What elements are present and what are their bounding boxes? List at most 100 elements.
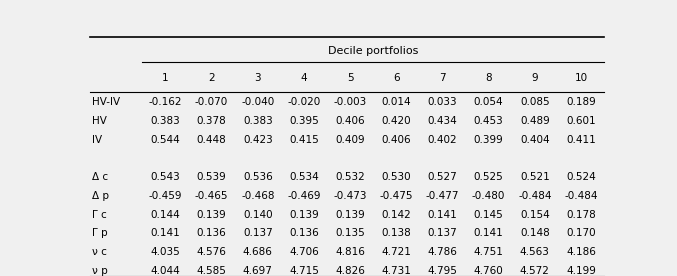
Text: 0.525: 0.525 xyxy=(474,172,504,182)
Text: -0.473: -0.473 xyxy=(333,191,367,201)
Text: 0.139: 0.139 xyxy=(335,209,365,219)
Text: 0.395: 0.395 xyxy=(289,116,319,126)
Text: ν c: ν c xyxy=(93,247,108,257)
Text: 4.035: 4.035 xyxy=(150,247,180,257)
Text: 0.136: 0.136 xyxy=(197,228,227,238)
Text: Decile portfolios: Decile portfolios xyxy=(328,46,418,56)
Text: 0.145: 0.145 xyxy=(474,209,504,219)
Text: 8: 8 xyxy=(485,73,492,84)
Text: 0.402: 0.402 xyxy=(428,135,457,145)
Text: 4.706: 4.706 xyxy=(289,247,319,257)
Text: ν p: ν p xyxy=(93,266,108,276)
Text: 0.170: 0.170 xyxy=(566,228,596,238)
Text: 4.686: 4.686 xyxy=(243,247,273,257)
Text: 0.536: 0.536 xyxy=(243,172,273,182)
Text: 0.539: 0.539 xyxy=(197,172,227,182)
Text: 4.751: 4.751 xyxy=(474,247,504,257)
Text: HV: HV xyxy=(93,116,108,126)
Text: IV: IV xyxy=(93,135,103,145)
Text: 4.731: 4.731 xyxy=(381,266,411,276)
Text: 0.532: 0.532 xyxy=(335,172,365,182)
Text: 0.136: 0.136 xyxy=(289,228,319,238)
Text: 0.148: 0.148 xyxy=(520,228,550,238)
Text: -0.070: -0.070 xyxy=(195,97,228,107)
Text: Δ p: Δ p xyxy=(93,191,110,201)
Text: 7: 7 xyxy=(439,73,445,84)
Text: 0.141: 0.141 xyxy=(474,228,504,238)
Text: 1: 1 xyxy=(162,73,169,84)
Text: 0.453: 0.453 xyxy=(474,116,504,126)
Text: 0.530: 0.530 xyxy=(381,172,411,182)
Text: 0.543: 0.543 xyxy=(150,172,180,182)
Text: 0.534: 0.534 xyxy=(289,172,319,182)
Text: 0.139: 0.139 xyxy=(289,209,319,219)
Text: 0.399: 0.399 xyxy=(474,135,504,145)
Text: 0.378: 0.378 xyxy=(197,116,227,126)
Text: -0.477: -0.477 xyxy=(426,191,459,201)
Text: 0.137: 0.137 xyxy=(428,228,458,238)
Text: 4.199: 4.199 xyxy=(566,266,596,276)
Text: 0.141: 0.141 xyxy=(428,209,458,219)
Text: 0.142: 0.142 xyxy=(381,209,411,219)
Text: 0.085: 0.085 xyxy=(520,97,550,107)
Text: 0.448: 0.448 xyxy=(197,135,227,145)
Text: Γ p: Γ p xyxy=(93,228,108,238)
Text: 0.489: 0.489 xyxy=(520,116,550,126)
Text: HV-IV: HV-IV xyxy=(93,97,121,107)
Text: -0.484: -0.484 xyxy=(518,191,552,201)
Text: 0.544: 0.544 xyxy=(150,135,180,145)
Text: Δ c: Δ c xyxy=(93,172,108,182)
Text: 9: 9 xyxy=(531,73,538,84)
Text: 0.406: 0.406 xyxy=(381,135,411,145)
Text: Γ c: Γ c xyxy=(93,209,107,219)
Text: -0.162: -0.162 xyxy=(149,97,182,107)
Text: 10: 10 xyxy=(574,73,588,84)
Text: 6: 6 xyxy=(393,73,399,84)
Text: 4.585: 4.585 xyxy=(196,266,227,276)
Text: 4.721: 4.721 xyxy=(381,247,411,257)
Text: 0.383: 0.383 xyxy=(150,116,180,126)
Text: 4.697: 4.697 xyxy=(243,266,273,276)
Text: 4.715: 4.715 xyxy=(289,266,319,276)
Text: 4.816: 4.816 xyxy=(335,247,365,257)
Text: 4.786: 4.786 xyxy=(427,247,458,257)
Text: 4.572: 4.572 xyxy=(520,266,550,276)
Text: 0.527: 0.527 xyxy=(428,172,458,182)
Text: 0.423: 0.423 xyxy=(243,135,273,145)
Text: 4.576: 4.576 xyxy=(196,247,227,257)
Text: 0.135: 0.135 xyxy=(335,228,365,238)
Text: -0.468: -0.468 xyxy=(241,191,274,201)
Text: 0.138: 0.138 xyxy=(381,228,411,238)
Text: 4.826: 4.826 xyxy=(335,266,365,276)
Text: 5: 5 xyxy=(347,73,353,84)
Text: 3: 3 xyxy=(255,73,261,84)
Text: -0.475: -0.475 xyxy=(380,191,413,201)
Text: 4.186: 4.186 xyxy=(566,247,596,257)
Text: -0.480: -0.480 xyxy=(472,191,505,201)
Text: 0.141: 0.141 xyxy=(150,228,180,238)
Text: 0.178: 0.178 xyxy=(566,209,596,219)
Text: -0.020: -0.020 xyxy=(287,97,321,107)
Text: 0.524: 0.524 xyxy=(566,172,596,182)
Text: 0.420: 0.420 xyxy=(381,116,411,126)
Text: 0.137: 0.137 xyxy=(243,228,273,238)
Text: -0.469: -0.469 xyxy=(287,191,321,201)
Text: 0.409: 0.409 xyxy=(335,135,365,145)
Text: -0.040: -0.040 xyxy=(241,97,274,107)
Text: 4.760: 4.760 xyxy=(474,266,504,276)
Text: 0.411: 0.411 xyxy=(566,135,596,145)
Text: 0.601: 0.601 xyxy=(566,116,596,126)
Text: 0.054: 0.054 xyxy=(474,97,504,107)
Text: -0.484: -0.484 xyxy=(564,191,598,201)
Text: 0.189: 0.189 xyxy=(566,97,596,107)
Text: 0.139: 0.139 xyxy=(197,209,227,219)
Text: 4.044: 4.044 xyxy=(150,266,180,276)
Text: -0.003: -0.003 xyxy=(334,97,367,107)
Text: 4.795: 4.795 xyxy=(427,266,458,276)
Text: 4: 4 xyxy=(301,73,307,84)
Text: 0.144: 0.144 xyxy=(150,209,180,219)
Text: -0.465: -0.465 xyxy=(195,191,228,201)
Text: 0.406: 0.406 xyxy=(335,116,365,126)
Text: -0.459: -0.459 xyxy=(149,191,182,201)
Text: 0.033: 0.033 xyxy=(428,97,457,107)
